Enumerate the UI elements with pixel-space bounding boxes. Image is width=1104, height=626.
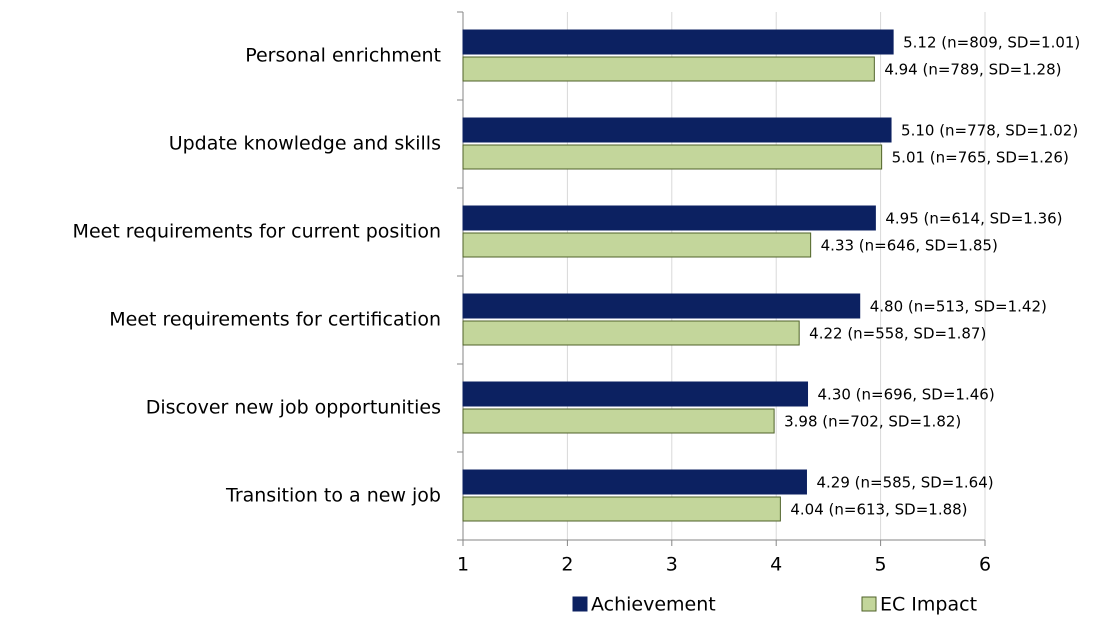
- x-tick-label: 1: [457, 554, 469, 576]
- category-label: Transition to a new job: [225, 485, 441, 507]
- value-label: 4.80 (n=513, SD=1.42): [870, 298, 1047, 316]
- x-tick-label: 3: [666, 554, 678, 576]
- legend-label: EC Impact: [880, 594, 977, 616]
- category-label: Meet requirements for current position: [73, 221, 441, 243]
- value-label: 3.98 (n=702, SD=1.82): [784, 413, 961, 431]
- x-tick-label: 6: [979, 554, 991, 576]
- bar: [462, 117, 892, 143]
- bar: [462, 56, 875, 82]
- bar: [462, 496, 781, 522]
- bar: [462, 144, 883, 170]
- bar: [462, 320, 800, 346]
- legend-swatch: [572, 596, 588, 612]
- x-tick-label: 4: [770, 554, 782, 576]
- category-label: Discover new job opportunities: [146, 397, 441, 419]
- value-label: 5.10 (n=778, SD=1.02): [901, 122, 1078, 140]
- legend-label: Achievement: [591, 594, 716, 616]
- category-label: Personal enrichment: [245, 45, 441, 67]
- bar: [462, 205, 876, 231]
- value-label: 4.95 (n=614, SD=1.36): [885, 210, 1062, 228]
- bar: [462, 29, 894, 55]
- value-label: 5.01 (n=765, SD=1.26): [892, 149, 1069, 167]
- bar: [462, 408, 775, 434]
- bar: [462, 469, 807, 495]
- value-label: 4.04 (n=613, SD=1.88): [790, 501, 967, 519]
- category-label: Meet requirements for certification: [109, 309, 441, 331]
- bar: [462, 293, 861, 319]
- value-label: 4.33 (n=646, SD=1.85): [821, 237, 998, 255]
- value-label: 4.29 (n=585, SD=1.64): [816, 474, 993, 492]
- category-label: Update knowledge and skills: [169, 133, 441, 155]
- x-tick-label: 2: [561, 554, 573, 576]
- x-tick-label: 5: [875, 554, 887, 576]
- value-label: 4.22 (n=558, SD=1.87): [809, 325, 986, 343]
- value-label: 4.30 (n=696, SD=1.46): [818, 386, 995, 404]
- bar: [462, 381, 809, 407]
- value-label: 4.94 (n=789, SD=1.28): [884, 61, 1061, 79]
- legend-swatch: [861, 596, 877, 612]
- value-label: 5.12 (n=809, SD=1.01): [903, 34, 1080, 52]
- bar: [462, 232, 812, 258]
